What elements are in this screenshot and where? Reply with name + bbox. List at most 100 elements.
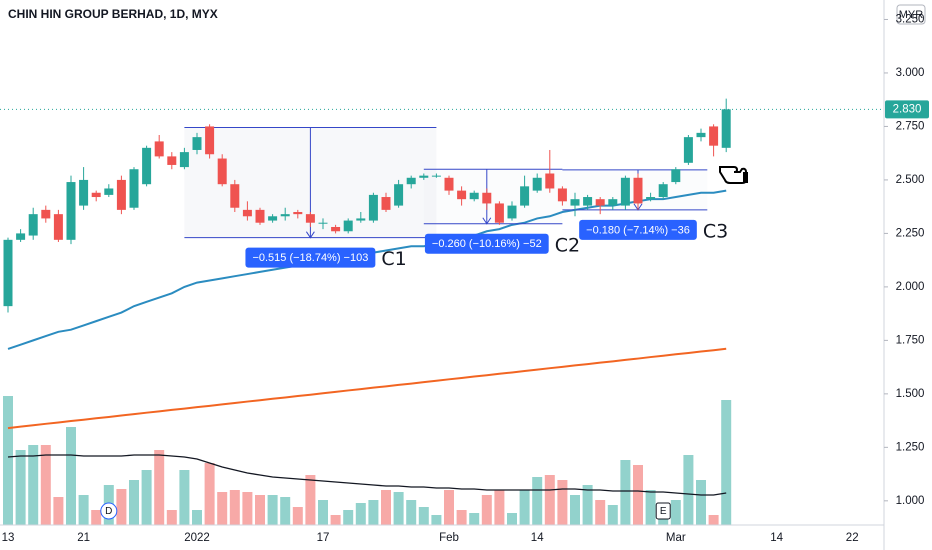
measure-label-box <box>245 247 376 268</box>
measure-label: −0.180 (−7.14%) −36 <box>586 224 690 236</box>
chart-title: CHIN HIN GROUP BERHAD, 1D, MYX <box>8 7 218 21</box>
candle-body <box>217 158 227 185</box>
candle-body <box>91 192 101 198</box>
candle-body <box>79 179 89 206</box>
volume-bar <box>381 490 391 525</box>
volume-bar <box>595 500 606 525</box>
y-tick-label: 3.000 <box>896 67 925 79</box>
volume-bar <box>28 445 39 525</box>
measure-name: C2 <box>555 234 580 256</box>
candle-body <box>293 212 303 215</box>
candle-body <box>696 132 706 138</box>
volume-bar <box>166 510 177 525</box>
candle-body <box>242 209 252 217</box>
candle-body <box>268 216 278 221</box>
volume-bar <box>570 495 580 525</box>
volume-bar <box>494 490 505 525</box>
x-tick-label: 2022 <box>184 532 210 544</box>
candle-body <box>570 199 580 206</box>
candle-body <box>520 186 530 206</box>
candle-body <box>721 109 731 148</box>
volume-bar <box>607 505 618 525</box>
candle-body <box>494 203 504 223</box>
volume-bar <box>40 445 51 525</box>
candle-body <box>583 197 593 206</box>
volume-bar <box>141 470 152 525</box>
currency[interactable]: MYR <box>899 9 924 21</box>
volume-bar <box>645 490 656 525</box>
candle-body <box>381 197 391 210</box>
candle-body <box>507 205 517 219</box>
candle-body <box>683 137 693 163</box>
candle-body <box>532 177 542 191</box>
volume-bar <box>343 510 354 525</box>
measure-label: −0.515 (−18.74%) −103 <box>252 252 368 264</box>
y-tick-label: 1.250 <box>896 441 925 453</box>
candle-body <box>318 222 328 224</box>
candle-body <box>192 137 202 150</box>
candle-body <box>167 156 177 165</box>
candle-body <box>104 188 114 195</box>
volume-bar <box>557 480 568 525</box>
candle-body <box>16 233 26 240</box>
volume-bar <box>292 507 303 525</box>
volume-bar <box>721 400 732 525</box>
volume-bar <box>53 497 64 525</box>
volume-bar <box>406 500 417 525</box>
candle-body <box>646 197 656 200</box>
volume-bar <box>507 513 517 525</box>
volume-bar <box>620 460 631 525</box>
volume-bar <box>469 513 480 525</box>
candle-body <box>356 218 366 221</box>
y-tick-label: 2.000 <box>896 281 925 293</box>
candle-body <box>595 199 605 206</box>
measure-area <box>423 169 563 224</box>
candle-body <box>154 141 164 157</box>
volume-bar <box>355 503 366 525</box>
measure-name: C3 <box>703 220 728 242</box>
measure-label-box <box>579 219 697 240</box>
candle-body <box>368 194 378 221</box>
x-tick-label: 14 <box>770 532 783 544</box>
last-price-box <box>885 100 929 119</box>
volume-bar <box>78 495 89 525</box>
candle-body <box>469 192 479 200</box>
volume-bar <box>154 450 165 525</box>
volume-bar <box>633 465 643 525</box>
candle-body <box>482 192 492 204</box>
candle-body <box>545 173 555 189</box>
candle-body <box>331 226 341 232</box>
y-tick-label: 2.250 <box>896 227 925 239</box>
volume-bar <box>204 463 215 525</box>
volume-ma-line <box>7 454 727 496</box>
candle-body <box>557 188 567 202</box>
volume-bar <box>66 427 76 525</box>
candle-body <box>142 147 152 185</box>
y-tick-label: 2.750 <box>896 120 925 132</box>
measure-name: C1 <box>381 248 406 270</box>
moving-average-line <box>7 347 727 430</box>
measure-arrow-head <box>633 203 643 211</box>
currency-box[interactable] <box>896 4 926 25</box>
x-tick-label: Feb <box>439 532 459 544</box>
candle-body <box>129 169 139 208</box>
candle-body <box>658 184 668 198</box>
candle-body <box>280 214 290 217</box>
volume-bar <box>91 510 102 525</box>
candle-body <box>406 177 416 185</box>
y-tick-label: 1.000 <box>896 495 925 507</box>
x-tick-label: 22 <box>846 532 859 544</box>
x-tick-label: Mar <box>666 532 686 544</box>
candle-body <box>205 126 215 155</box>
x-tick-label: 13 <box>2 532 15 544</box>
measure-arrow-head <box>482 217 492 225</box>
candle-body <box>620 177 630 206</box>
volume-bar <box>242 492 253 525</box>
volume-bar <box>393 492 404 525</box>
volume-bar <box>280 497 291 525</box>
measure-label: −0.260 (−10.16%) −52 <box>432 238 542 250</box>
candle-body <box>255 209 265 223</box>
x-tick-label: 21 <box>77 532 90 544</box>
candle-body <box>179 152 189 168</box>
